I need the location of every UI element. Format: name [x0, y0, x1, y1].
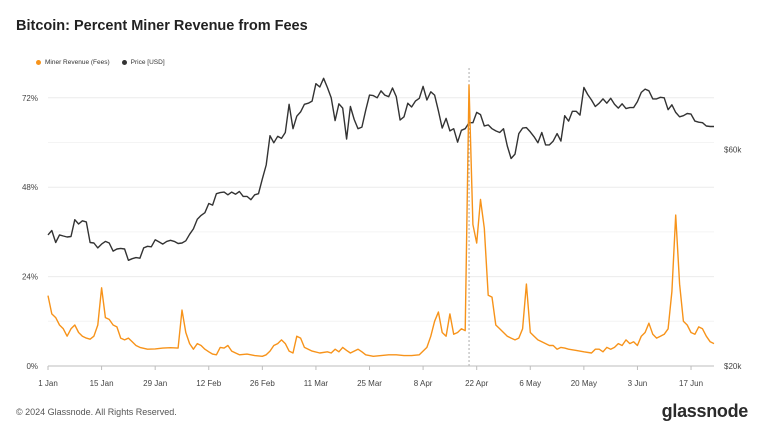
x-tick-8: 22 Apr [465, 379, 488, 388]
fees-line[interactable] [47, 84, 715, 357]
x-tick-11: 3 Jun [628, 379, 648, 388]
legend-item-fees[interactable]: Miner Revenue (Fees) [36, 59, 110, 66]
x-tick-9: 6 May [519, 379, 541, 388]
legend-label-price: Price [USD] [130, 59, 165, 66]
x-tick-2: 29 Jan [143, 379, 167, 388]
y-axis-left: 0% 24% 48% 72% [22, 94, 38, 371]
y-left-tick-0: 0% [26, 362, 38, 371]
x-tick-0: 1 Jan [38, 379, 58, 388]
x-tick-6: 25 Mar [357, 379, 382, 388]
y-left-tick-1: 24% [22, 273, 38, 282]
x-tick-5: 11 Mar [304, 379, 329, 388]
copyright-text: © 2024 Glassnode. All Rights Reserved. [16, 407, 177, 417]
y-left-tick-2: 48% [22, 183, 38, 192]
y-axis-right: $20k $60k [724, 145, 742, 371]
chart-title: Bitcoin: Percent Miner Revenue from Fees [16, 18, 308, 34]
legend-item-price[interactable]: Price [USD] [121, 59, 165, 66]
y-right-tick-0: $20k [724, 362, 742, 371]
y-left-tick-3: 72% [22, 94, 38, 103]
legend: Miner Revenue (Fees) Price [USD] [36, 59, 165, 66]
x-tick-7: 8 Apr [414, 379, 433, 388]
x-tick-10: 20 May [571, 379, 597, 388]
x-tick-4: 26 Feb [250, 379, 275, 388]
x-tick-12: 17 Jun [679, 379, 703, 388]
legend-dot-fees [36, 60, 41, 65]
grid-lines [48, 97, 714, 367]
legend-label-fees: Miner Revenue (Fees) [45, 59, 110, 66]
glassnode-logo: glassnode [661, 401, 749, 421]
series-fees [47, 84, 715, 357]
legend-dot-price [121, 60, 127, 65]
x-axis: 1 Jan 15 Jan 29 Jan 12 Feb 26 Feb 11 Mar 25 Ma… [38, 365, 714, 388]
y-right-tick-1: $60k [724, 145, 742, 154]
price-line[interactable] [47, 77, 714, 261]
series-price [47, 77, 714, 261]
x-tick-1: 15 Jan [90, 379, 114, 388]
x-tick-3: 12 Feb [196, 379, 221, 388]
